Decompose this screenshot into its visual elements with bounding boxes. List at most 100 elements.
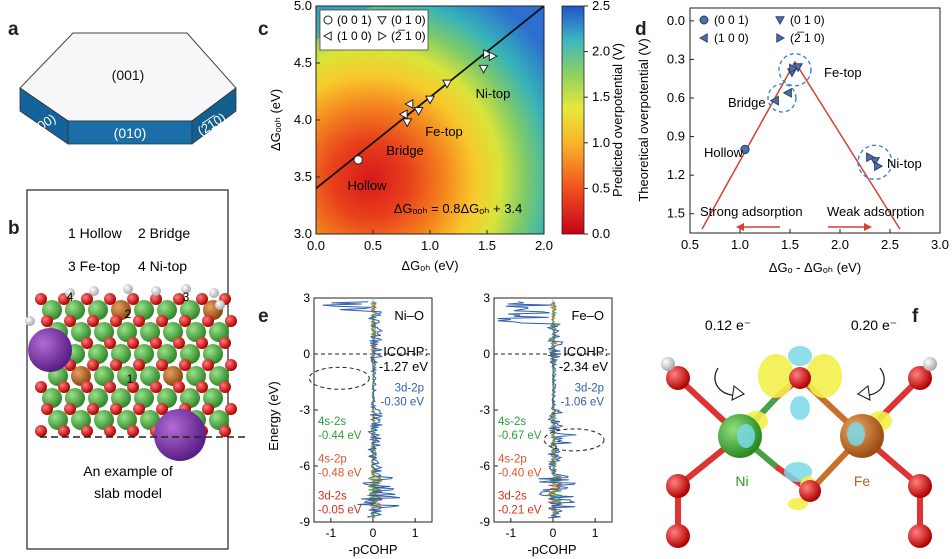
orbital-value: -1.06 eV <box>561 396 605 408</box>
legend-label: (2̅ 1 0) <box>391 29 426 43</box>
hydrogen-atom <box>215 300 225 310</box>
data-point <box>413 107 424 117</box>
legend-marker <box>378 31 388 41</box>
y-tick-label: 4.5 <box>294 55 312 70</box>
metal-atom <box>117 322 137 342</box>
legend-label: (0 1 0) <box>790 13 825 27</box>
volcano-plot: 0.5 1.0 1.5 2.0 2.5 3.0 0.0 0.3 0.6 0.9 1.2 1.5 (0 … <box>636 7 949 275</box>
oxygen-atom <box>58 381 70 393</box>
x-tick-label: 0.0 <box>307 238 325 253</box>
oxygen-atom <box>150 337 162 349</box>
oxygen-atom <box>196 381 208 393</box>
x-tick-label: 1.5 <box>781 237 799 252</box>
oxygen-atom <box>110 359 122 371</box>
plot-title: Ni–O <box>394 308 424 323</box>
metal-atom <box>186 322 206 342</box>
k-atom <box>28 328 72 372</box>
cohp-curve <box>322 301 401 519</box>
d-annotation-fe-top: Fe-top <box>824 65 862 80</box>
icohp-label: ICOHP: <box>563 344 608 359</box>
metal-atom <box>71 410 91 430</box>
highlight-circle <box>778 53 812 87</box>
hydrogen-atom <box>89 286 99 296</box>
atom-number-4: 4 <box>67 290 74 304</box>
x-tick-label: 0.5 <box>364 238 382 253</box>
oxygen-atom <box>87 403 99 415</box>
metal-atom <box>71 366 91 386</box>
x-tick-label: 1.0 <box>421 238 439 253</box>
weak-adsorption-label: Weak adsorption <box>827 204 924 219</box>
legend-marker <box>377 16 387 26</box>
oxygen-atom <box>156 315 168 327</box>
orbital-label: 3d-2s <box>498 491 527 503</box>
oxygen-atom <box>179 315 191 327</box>
y-tick-label: 5.0 <box>294 0 312 13</box>
atom-number-1: 1 <box>127 372 134 386</box>
x-tick-label: 1 <box>592 526 599 540</box>
metal-atom <box>140 366 160 386</box>
oxygen-atom <box>35 381 47 393</box>
oxygen-atom <box>196 337 208 349</box>
atom-number-2: 2 <box>125 307 132 321</box>
oxygen-atom <box>110 403 122 415</box>
oxygen-atom <box>173 293 185 305</box>
site-label-3: 3 Fe-top <box>68 258 120 274</box>
data-point <box>740 144 750 155</box>
y-tick-label: -6 <box>479 459 490 473</box>
oxygen-atom <box>133 359 145 371</box>
oxygen-atom <box>219 337 231 349</box>
orbital-label: 3d-2s <box>318 491 347 503</box>
oxygen-atom <box>64 315 76 327</box>
metal-atom <box>117 366 137 386</box>
highlight-circle <box>767 83 797 113</box>
panel-label-e: e <box>258 306 269 327</box>
legend-marker <box>323 15 333 25</box>
orbital-label: 4s-2p <box>318 453 347 465</box>
y-tick-label: 3 <box>483 291 490 305</box>
volcano-line <box>701 60 901 230</box>
highlight-circle <box>857 144 893 180</box>
facet-010-label: (010) <box>114 125 147 141</box>
ni-atom-label: Ni <box>735 473 748 489</box>
x-tick-label: -1 <box>506 526 517 540</box>
oxygen-atom <box>127 425 139 437</box>
y-tick-label: -3 <box>479 403 490 417</box>
data-point <box>402 118 413 128</box>
x-axis-label-c: ΔGₒₕ (eV) <box>401 258 458 273</box>
oxygen-atom <box>202 315 214 327</box>
oxygen-atom <box>104 337 116 349</box>
x-tick-label: 0 <box>370 526 377 540</box>
orbital-value: -0.67 eV <box>498 430 542 442</box>
metal-atom <box>48 410 68 430</box>
y-tick-label: 0.3 <box>667 51 685 66</box>
x-tick-label: 2.5 <box>881 237 899 252</box>
charge-density-diagram: 0.12 e⁻ 0.20 e⁻ Ni Fe <box>661 317 937 548</box>
x-tick-label: 3.0 <box>931 237 949 252</box>
y-tick-label: -9 <box>479 515 490 529</box>
cohp-curve <box>497 301 577 519</box>
legend-label: (1 0 0) <box>714 31 749 45</box>
oxygen-atom <box>41 315 53 327</box>
oxygen-atom <box>35 425 47 437</box>
y-axis-label-c: ΔGₒₒₕ (eV) <box>268 89 283 151</box>
panel-label-d: d <box>635 19 647 40</box>
metal-atom <box>163 366 183 386</box>
oxygen-atom <box>156 403 168 415</box>
icohp-value: -2.34 eV <box>559 359 608 374</box>
x-tick-label: 1.0 <box>731 237 749 252</box>
data-point <box>769 95 779 106</box>
y-tick-label: 3 <box>303 291 310 305</box>
metal-atom <box>140 322 160 342</box>
d-annotation-ni-top: Ni-top <box>887 156 922 171</box>
oxygen-atom <box>225 359 237 371</box>
oxygen-atom <box>110 315 122 327</box>
orbital-label: 4s-2s <box>498 416 526 428</box>
metal-atom <box>117 410 137 430</box>
colorbar-tick-label: 2.5 <box>592 0 610 13</box>
orbital-value: -0.40 eV <box>498 467 542 479</box>
oxygen-atom <box>225 403 237 415</box>
legend-box <box>319 9 429 51</box>
d-annotation-hollow: Hollow <box>704 145 744 160</box>
oxygen-atom <box>127 337 139 349</box>
x-axis-label-e1: -pCOHP <box>348 542 397 557</box>
